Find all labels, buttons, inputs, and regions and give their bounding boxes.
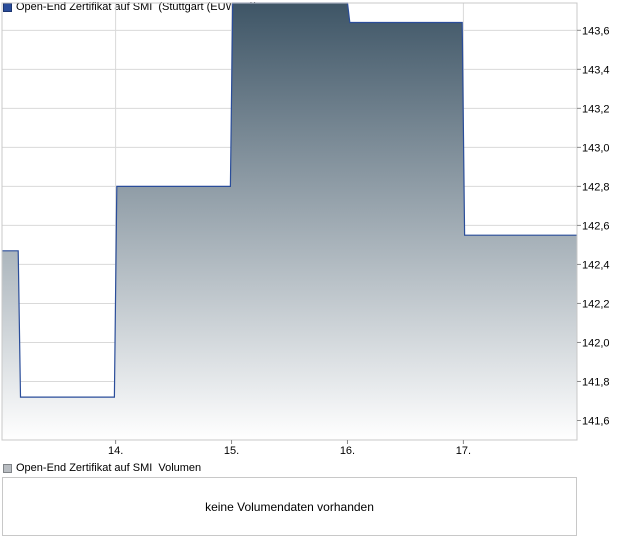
price-legend-name: Open-End Zertifikat auf SMI	[16, 1, 153, 13]
x-tick-label: 17.	[456, 445, 471, 457]
y-tick-label: 143,2	[582, 103, 610, 115]
volume-legend-swatch	[3, 463, 12, 473]
volume-legend: Open-End Zertifikat auf SMI Volumen	[3, 461, 201, 475]
price-chart: 143,6 143,4 143,2 143,0 142,8 142,6 142,4 142,2…	[1, 2, 610, 457]
y-tick-label: 142,4	[582, 259, 610, 271]
y-tick-label: 143,4	[582, 64, 610, 76]
no-volume-message: keine Volumendaten vorhanden	[205, 499, 374, 514]
y-tick-label: 143,0	[582, 142, 610, 154]
y-tick-label: 141,6	[582, 415, 610, 427]
x-tick-label: 15.	[224, 445, 239, 457]
volume-panel: keine Volumendaten vorhanden	[2, 477, 577, 536]
x-tick-label: 14.	[108, 445, 123, 457]
volume-legend-label: Volumen	[158, 462, 202, 474]
price-line	[2, 2, 577, 398]
y-tick-label: 142,6	[582, 220, 610, 232]
y-tick-label: 142,2	[582, 298, 610, 310]
y-tick-label: 141,8	[582, 376, 610, 388]
price-area-fill	[2, 3, 577, 440]
x-tick-label: 16.	[340, 445, 355, 457]
y-tick-label: 142,0	[582, 337, 610, 349]
plot-frame	[1, 2, 578, 441]
y-tick-label: 143,6	[582, 25, 610, 37]
y-tick-label: 142,8	[582, 181, 610, 193]
volume-legend-name: Open-End Zertifikat auf SMI	[16, 462, 153, 474]
